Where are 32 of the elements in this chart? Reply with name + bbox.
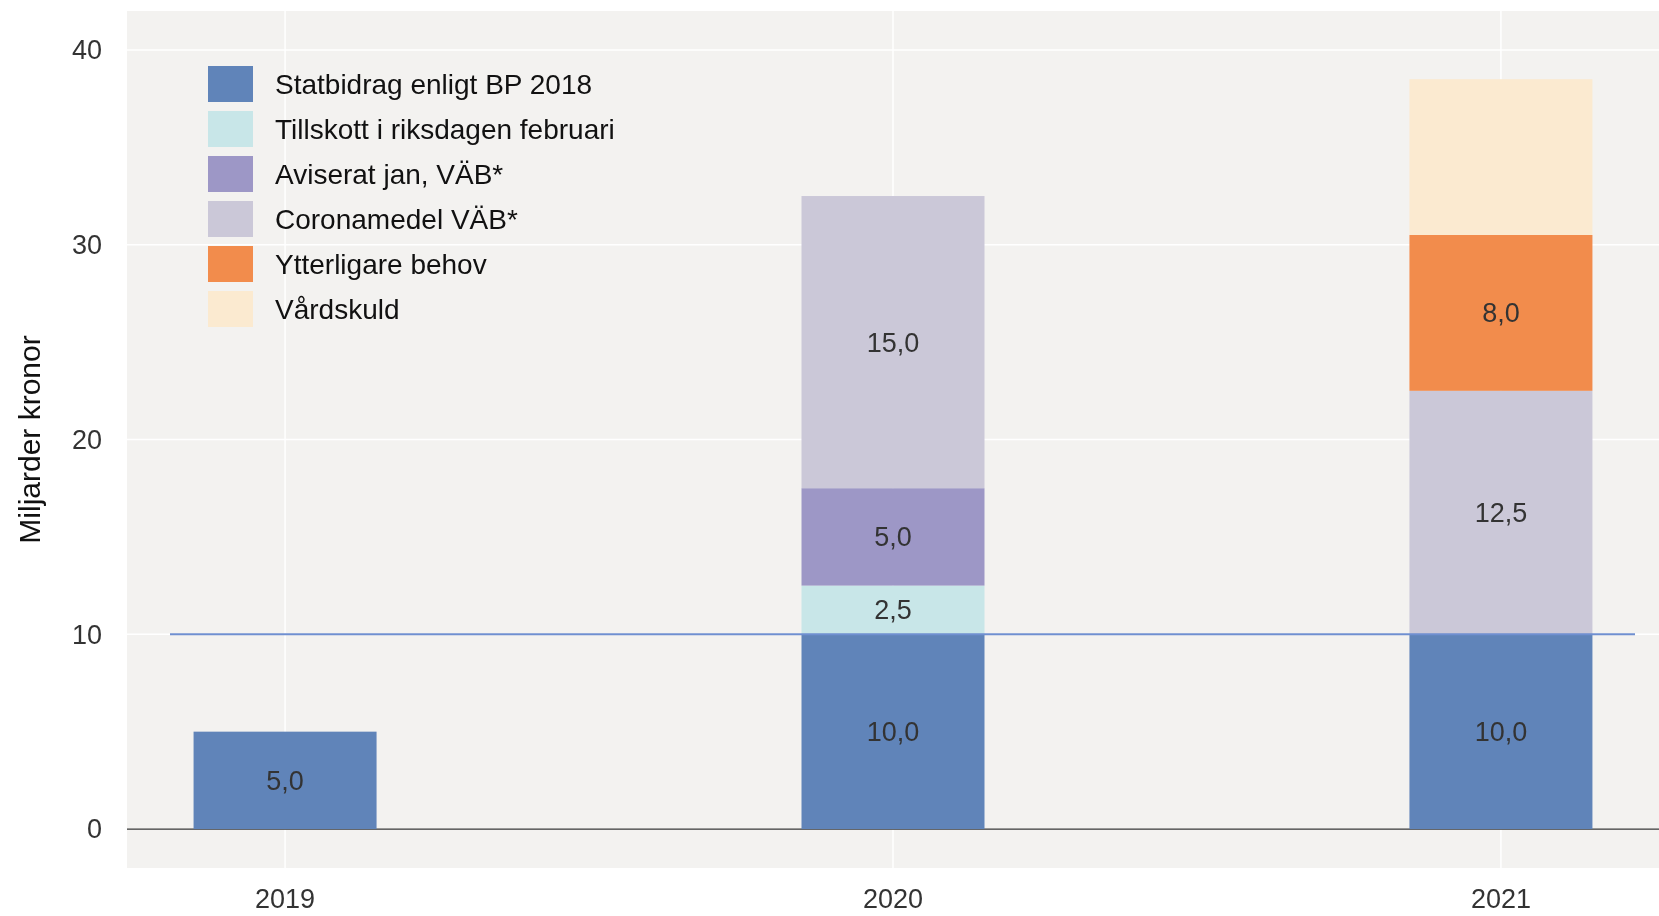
y-tick-label: 40 (71, 35, 102, 66)
bar (193, 731, 377, 830)
bar (801, 634, 985, 830)
data-label: 8,0 (1482, 298, 1520, 329)
bar (801, 488, 985, 586)
legend-label: Tillskott i riksdagen februari (275, 113, 615, 145)
bar (1409, 390, 1593, 635)
data-label: 12,5 (1474, 497, 1528, 528)
y-axis-title: Miljarder kronor (13, 335, 46, 544)
bar (801, 196, 985, 489)
bar (1409, 79, 1593, 235)
bar (1409, 634, 1593, 830)
data-label: 10,0 (866, 717, 920, 748)
legend-label: Aviserat jan, VÄB* (275, 158, 504, 190)
y-tick-label: 20 (71, 424, 102, 455)
y-tick-label: 30 (71, 230, 102, 261)
x-tick-label: 2021 (1470, 884, 1531, 914)
data-label: 10,0 (1474, 717, 1528, 748)
legend-label: Statbidrag enligt BP 2018 (275, 68, 593, 100)
y-tick-label: 10 (71, 619, 102, 650)
y-tick-label: 0 (86, 814, 102, 845)
data-label: 5,0 (874, 522, 912, 553)
x-tick-label: 2019 (255, 884, 316, 914)
data-label: 15,0 (866, 327, 920, 358)
legend-label: Ytterligare behov (275, 248, 487, 280)
x-tick-label: 2020 (862, 884, 924, 914)
data-label: 5,0 (266, 765, 304, 796)
data-label: 2,5 (874, 595, 912, 626)
bar (801, 585, 985, 635)
bar (1409, 234, 1593, 391)
legend-label: Coronamedel VÄB* (275, 203, 518, 235)
legend-label: Vårdskuld (275, 293, 400, 325)
